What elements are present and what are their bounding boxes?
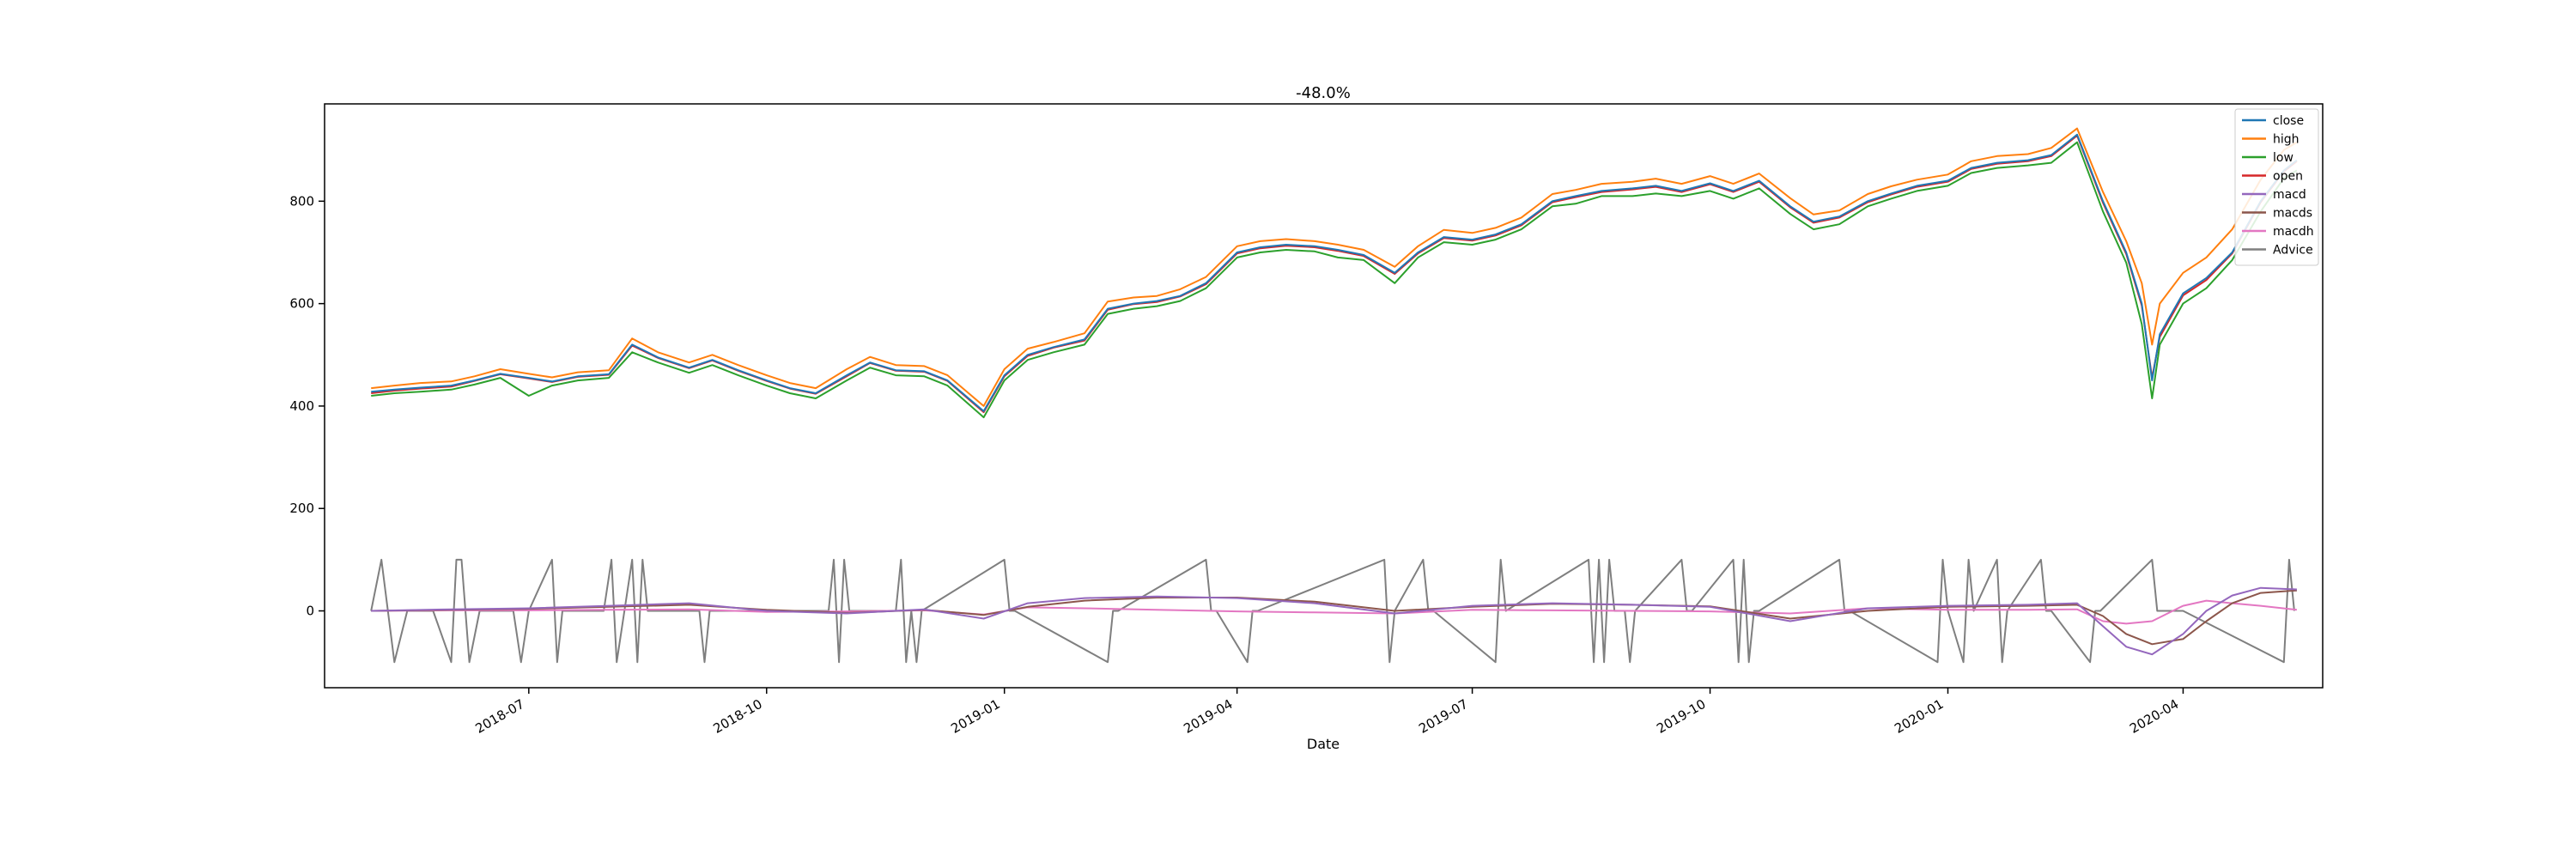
series-line-low bbox=[371, 141, 2298, 419]
legend-label-open: open bbox=[2273, 170, 2303, 184]
y-tick-label-4: 800 bbox=[289, 193, 314, 209]
legend-label-high: high bbox=[2273, 133, 2300, 147]
series-line-macds bbox=[371, 589, 2297, 646]
series-line-Advice bbox=[370, 558, 2295, 664]
x-tick-label-5: 2019-10 bbox=[1654, 696, 1708, 737]
x-tick-label-3: 2019-04 bbox=[1181, 696, 1235, 737]
x-tick-label-0: 2018-07 bbox=[473, 696, 527, 737]
y-tick-label-3: 600 bbox=[289, 296, 314, 312]
x-tick-label-2: 2019-01 bbox=[948, 696, 1002, 737]
x-tick-label-6: 2020-01 bbox=[1892, 696, 1946, 737]
x-tick-label-4: 2019-07 bbox=[1416, 696, 1470, 737]
series-line-close bbox=[371, 133, 2298, 412]
chart-title: -48.0% bbox=[1296, 84, 1351, 102]
plot-area bbox=[370, 127, 2298, 664]
series-line-open bbox=[371, 135, 2298, 414]
legend-label-close: close bbox=[2273, 114, 2304, 128]
legend-box bbox=[2234, 108, 2319, 266]
x-tick-label-7: 2020-04 bbox=[2127, 696, 2181, 737]
series-line-macd bbox=[371, 586, 2297, 656]
x-tick-label-1: 2018-10 bbox=[710, 696, 764, 737]
legend-label-macds: macds bbox=[2273, 207, 2312, 221]
series-line-high bbox=[371, 127, 2298, 407]
y-tick-label-1: 200 bbox=[289, 501, 314, 516]
axes: 0 200 400 600 800 2018-07 2018-10 2019-01 2019-0… bbox=[289, 103, 2324, 737]
y-tick-label-0: 0 bbox=[306, 604, 314, 619]
legend-label-macdh: macdh bbox=[2273, 225, 2314, 239]
legend-label-macd: macd bbox=[2273, 188, 2306, 202]
legend-label-Advice: Advice bbox=[2273, 244, 2313, 258]
legend: close high low open macd macds macdh Advice bbox=[2234, 108, 2319, 266]
y-tick-label-2: 400 bbox=[289, 398, 314, 414]
plot-frame bbox=[324, 103, 2324, 689]
x-axis-label: Date bbox=[1307, 736, 1340, 752]
legend-label-low: low bbox=[2273, 151, 2293, 165]
